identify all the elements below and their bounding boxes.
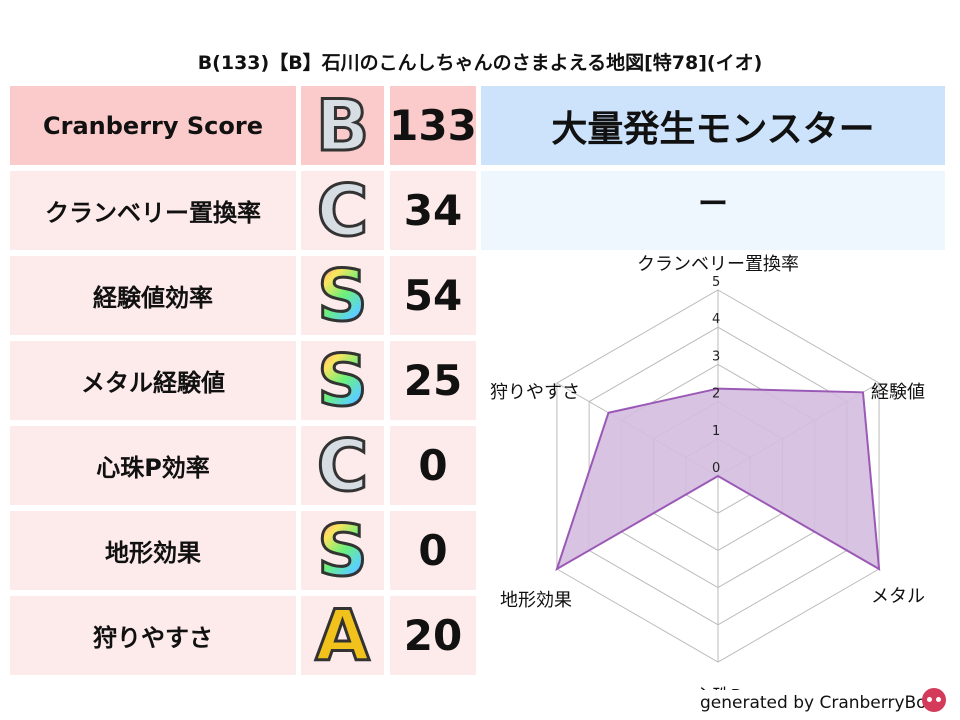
axis-label: 狩りやすさ: [490, 382, 580, 403]
tick-label: 2: [712, 387, 720, 402]
grade-badge: B: [314, 84, 370, 167]
grade-cell: B: [301, 86, 384, 165]
grade-badge: A: [314, 594, 371, 677]
tick-label: 3: [712, 349, 720, 364]
radar-chart: 0 1 2 3 4 5クランベリー置換率経験値メタル心珠P 地形効果 狩りやすさ: [490, 254, 925, 690]
radar-point: [862, 391, 864, 393]
row-label: 経験値効率: [10, 256, 296, 335]
tick-label: 5: [712, 275, 720, 290]
grade-cell: S: [301, 256, 384, 335]
axis-label: クランベリー置換率: [637, 254, 799, 275]
radar-point: [878, 568, 880, 570]
grade-cell: C: [301, 426, 384, 505]
row-label: メタル経験値: [10, 341, 296, 420]
grade-badge: S: [316, 339, 369, 422]
grade-cell: A: [301, 596, 384, 675]
axis-label: 地形効果: [500, 590, 572, 611]
row-value: 133: [389, 86, 477, 165]
row-label: Cranberry Score: [10, 86, 296, 165]
grade-cell: S: [301, 511, 384, 590]
row-value: 20: [390, 596, 476, 675]
grade-cell: S: [301, 341, 384, 420]
tick-label: 1: [712, 424, 720, 439]
monster-value: ー: [481, 171, 945, 250]
grade-cell: C: [301, 171, 384, 250]
row-value: 54: [390, 256, 476, 335]
row-label: 狩りやすさ: [10, 596, 296, 675]
axis-label: 心珠P: [695, 686, 742, 690]
row-value: 0: [390, 511, 476, 590]
row-label: 心珠P効率: [10, 426, 296, 505]
tick-label: 4: [712, 312, 720, 327]
grade-badge: S: [316, 254, 369, 337]
axis-label: 経験値: [871, 382, 925, 403]
grade-badge: C: [315, 169, 369, 252]
grade-badge: S: [316, 509, 369, 592]
row-value: 25: [390, 341, 476, 420]
row-label: クランベリー置換率: [10, 171, 296, 250]
monster-header: 大量発生モンスター: [481, 86, 945, 165]
tick-label: 0: [712, 461, 720, 476]
row-value: 0: [390, 426, 476, 505]
radar-point: [717, 475, 719, 477]
axis-label: メタル: [871, 586, 925, 607]
page-title: B(133)【B】石川のこんしちゃんのさまよえる地図[特78](イオ): [197, 52, 763, 74]
row-label: 地形効果: [10, 511, 296, 590]
grade-badge: C: [315, 424, 369, 507]
row-value: 34: [390, 171, 476, 250]
radar-point: [556, 568, 558, 570]
cranberry-bot-logo-icon: [922, 688, 946, 712]
radar-point: [717, 388, 719, 390]
footer-credit: generated by CranberryBot: [700, 693, 934, 713]
radar-point: [607, 412, 609, 414]
